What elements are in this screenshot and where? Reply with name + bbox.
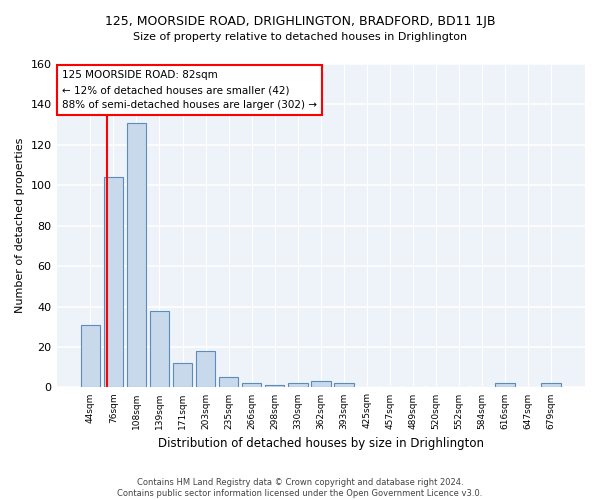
- Bar: [196, 351, 215, 388]
- X-axis label: Distribution of detached houses by size in Drighlington: Distribution of detached houses by size …: [158, 437, 484, 450]
- Text: 125 MOORSIDE ROAD: 82sqm
← 12% of detached houses are smaller (42)
88% of semi-d: 125 MOORSIDE ROAD: 82sqm ← 12% of detach…: [62, 70, 317, 110]
- Bar: [334, 384, 353, 388]
- Y-axis label: Number of detached properties: Number of detached properties: [15, 138, 25, 314]
- Bar: [219, 378, 238, 388]
- Bar: [127, 122, 146, 388]
- Text: 125, MOORSIDE ROAD, DRIGHLINGTON, BRADFORD, BD11 1JB: 125, MOORSIDE ROAD, DRIGHLINGTON, BRADFO…: [105, 15, 495, 28]
- Bar: [173, 363, 193, 388]
- Bar: [149, 310, 169, 388]
- Bar: [242, 384, 262, 388]
- Bar: [288, 384, 308, 388]
- Bar: [541, 384, 561, 388]
- Bar: [265, 386, 284, 388]
- Text: Size of property relative to detached houses in Drighlington: Size of property relative to detached ho…: [133, 32, 467, 42]
- Bar: [80, 325, 100, 388]
- Bar: [104, 177, 123, 388]
- Text: Contains HM Land Registry data © Crown copyright and database right 2024.
Contai: Contains HM Land Registry data © Crown c…: [118, 478, 482, 498]
- Bar: [496, 384, 515, 388]
- Bar: [311, 382, 331, 388]
